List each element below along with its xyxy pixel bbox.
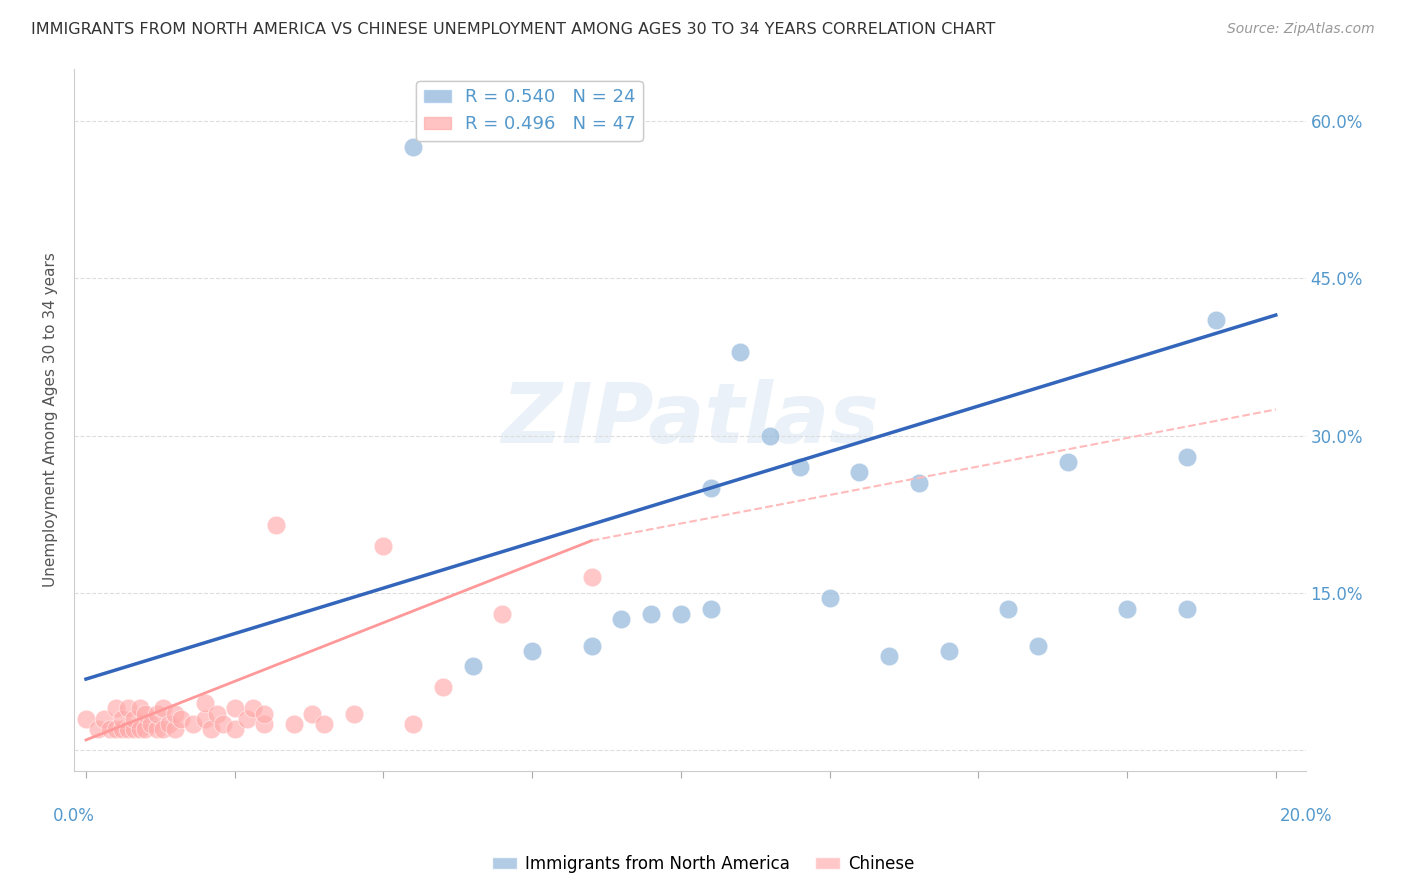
Point — [373, 539, 395, 553]
Point — [111, 712, 134, 726]
Point — [104, 723, 127, 737]
Point — [235, 712, 257, 726]
Point — [1205, 313, 1227, 327]
Point — [402, 717, 425, 731]
Point — [1116, 602, 1139, 616]
Point — [491, 607, 513, 621]
Point — [301, 706, 323, 721]
Legend: Immigrants from North America, Chinese: Immigrants from North America, Chinese — [485, 848, 921, 880]
Point — [87, 723, 110, 737]
Point — [146, 723, 169, 737]
Point — [253, 717, 276, 731]
Y-axis label: Unemployment Among Ages 30 to 34 years: Unemployment Among Ages 30 to 34 years — [44, 252, 58, 588]
Point — [157, 717, 180, 731]
Point — [211, 717, 233, 731]
Point — [111, 723, 134, 737]
Point — [205, 706, 228, 721]
Point — [146, 706, 169, 721]
Point — [1026, 639, 1049, 653]
Point — [98, 723, 121, 737]
Point — [122, 712, 145, 726]
Point — [1175, 602, 1198, 616]
Point — [128, 723, 150, 737]
Point — [200, 723, 222, 737]
Point — [117, 723, 139, 737]
Point — [730, 344, 752, 359]
Point — [699, 481, 721, 495]
Point — [432, 681, 454, 695]
Point — [997, 602, 1019, 616]
Point — [789, 460, 811, 475]
Point — [461, 659, 484, 673]
Point — [165, 706, 187, 721]
Text: ZIPatlas: ZIPatlas — [501, 379, 879, 460]
Point — [520, 644, 543, 658]
Point — [343, 706, 366, 721]
Point — [818, 591, 841, 606]
Point — [194, 712, 217, 726]
Point — [640, 607, 662, 621]
Text: IMMIGRANTS FROM NORTH AMERICA VS CHINESE UNEMPLOYMENT AMONG AGES 30 TO 34 YEARS : IMMIGRANTS FROM NORTH AMERICA VS CHINESE… — [31, 22, 995, 37]
Point — [699, 602, 721, 616]
Text: Source: ZipAtlas.com: Source: ZipAtlas.com — [1227, 22, 1375, 37]
Legend: R = 0.540   N = 24, R = 0.496   N = 47: R = 0.540 N = 24, R = 0.496 N = 47 — [416, 81, 643, 141]
Point — [242, 701, 264, 715]
Point — [1175, 450, 1198, 464]
Point — [581, 639, 603, 653]
Text: 0.0%: 0.0% — [53, 806, 96, 824]
Point — [253, 706, 276, 721]
Point — [224, 723, 246, 737]
Point — [581, 570, 603, 584]
Point — [104, 701, 127, 715]
Point — [266, 517, 288, 532]
Point — [122, 723, 145, 737]
Point — [93, 712, 115, 726]
Point — [141, 717, 163, 731]
Point — [669, 607, 692, 621]
Point — [938, 644, 960, 658]
Point — [1056, 455, 1078, 469]
Point — [134, 723, 156, 737]
Point — [848, 466, 870, 480]
Point — [128, 701, 150, 715]
Point — [610, 612, 633, 626]
Point — [312, 717, 335, 731]
Text: 20.0%: 20.0% — [1279, 806, 1331, 824]
Point — [152, 723, 174, 737]
Point — [402, 140, 425, 154]
Point — [134, 706, 156, 721]
Point — [165, 723, 187, 737]
Point — [152, 701, 174, 715]
Point — [283, 717, 305, 731]
Point — [75, 712, 97, 726]
Point — [170, 712, 193, 726]
Point — [877, 648, 900, 663]
Point — [117, 701, 139, 715]
Point — [181, 717, 204, 731]
Point — [908, 475, 931, 490]
Point — [759, 428, 782, 442]
Point — [224, 701, 246, 715]
Point — [194, 696, 217, 710]
